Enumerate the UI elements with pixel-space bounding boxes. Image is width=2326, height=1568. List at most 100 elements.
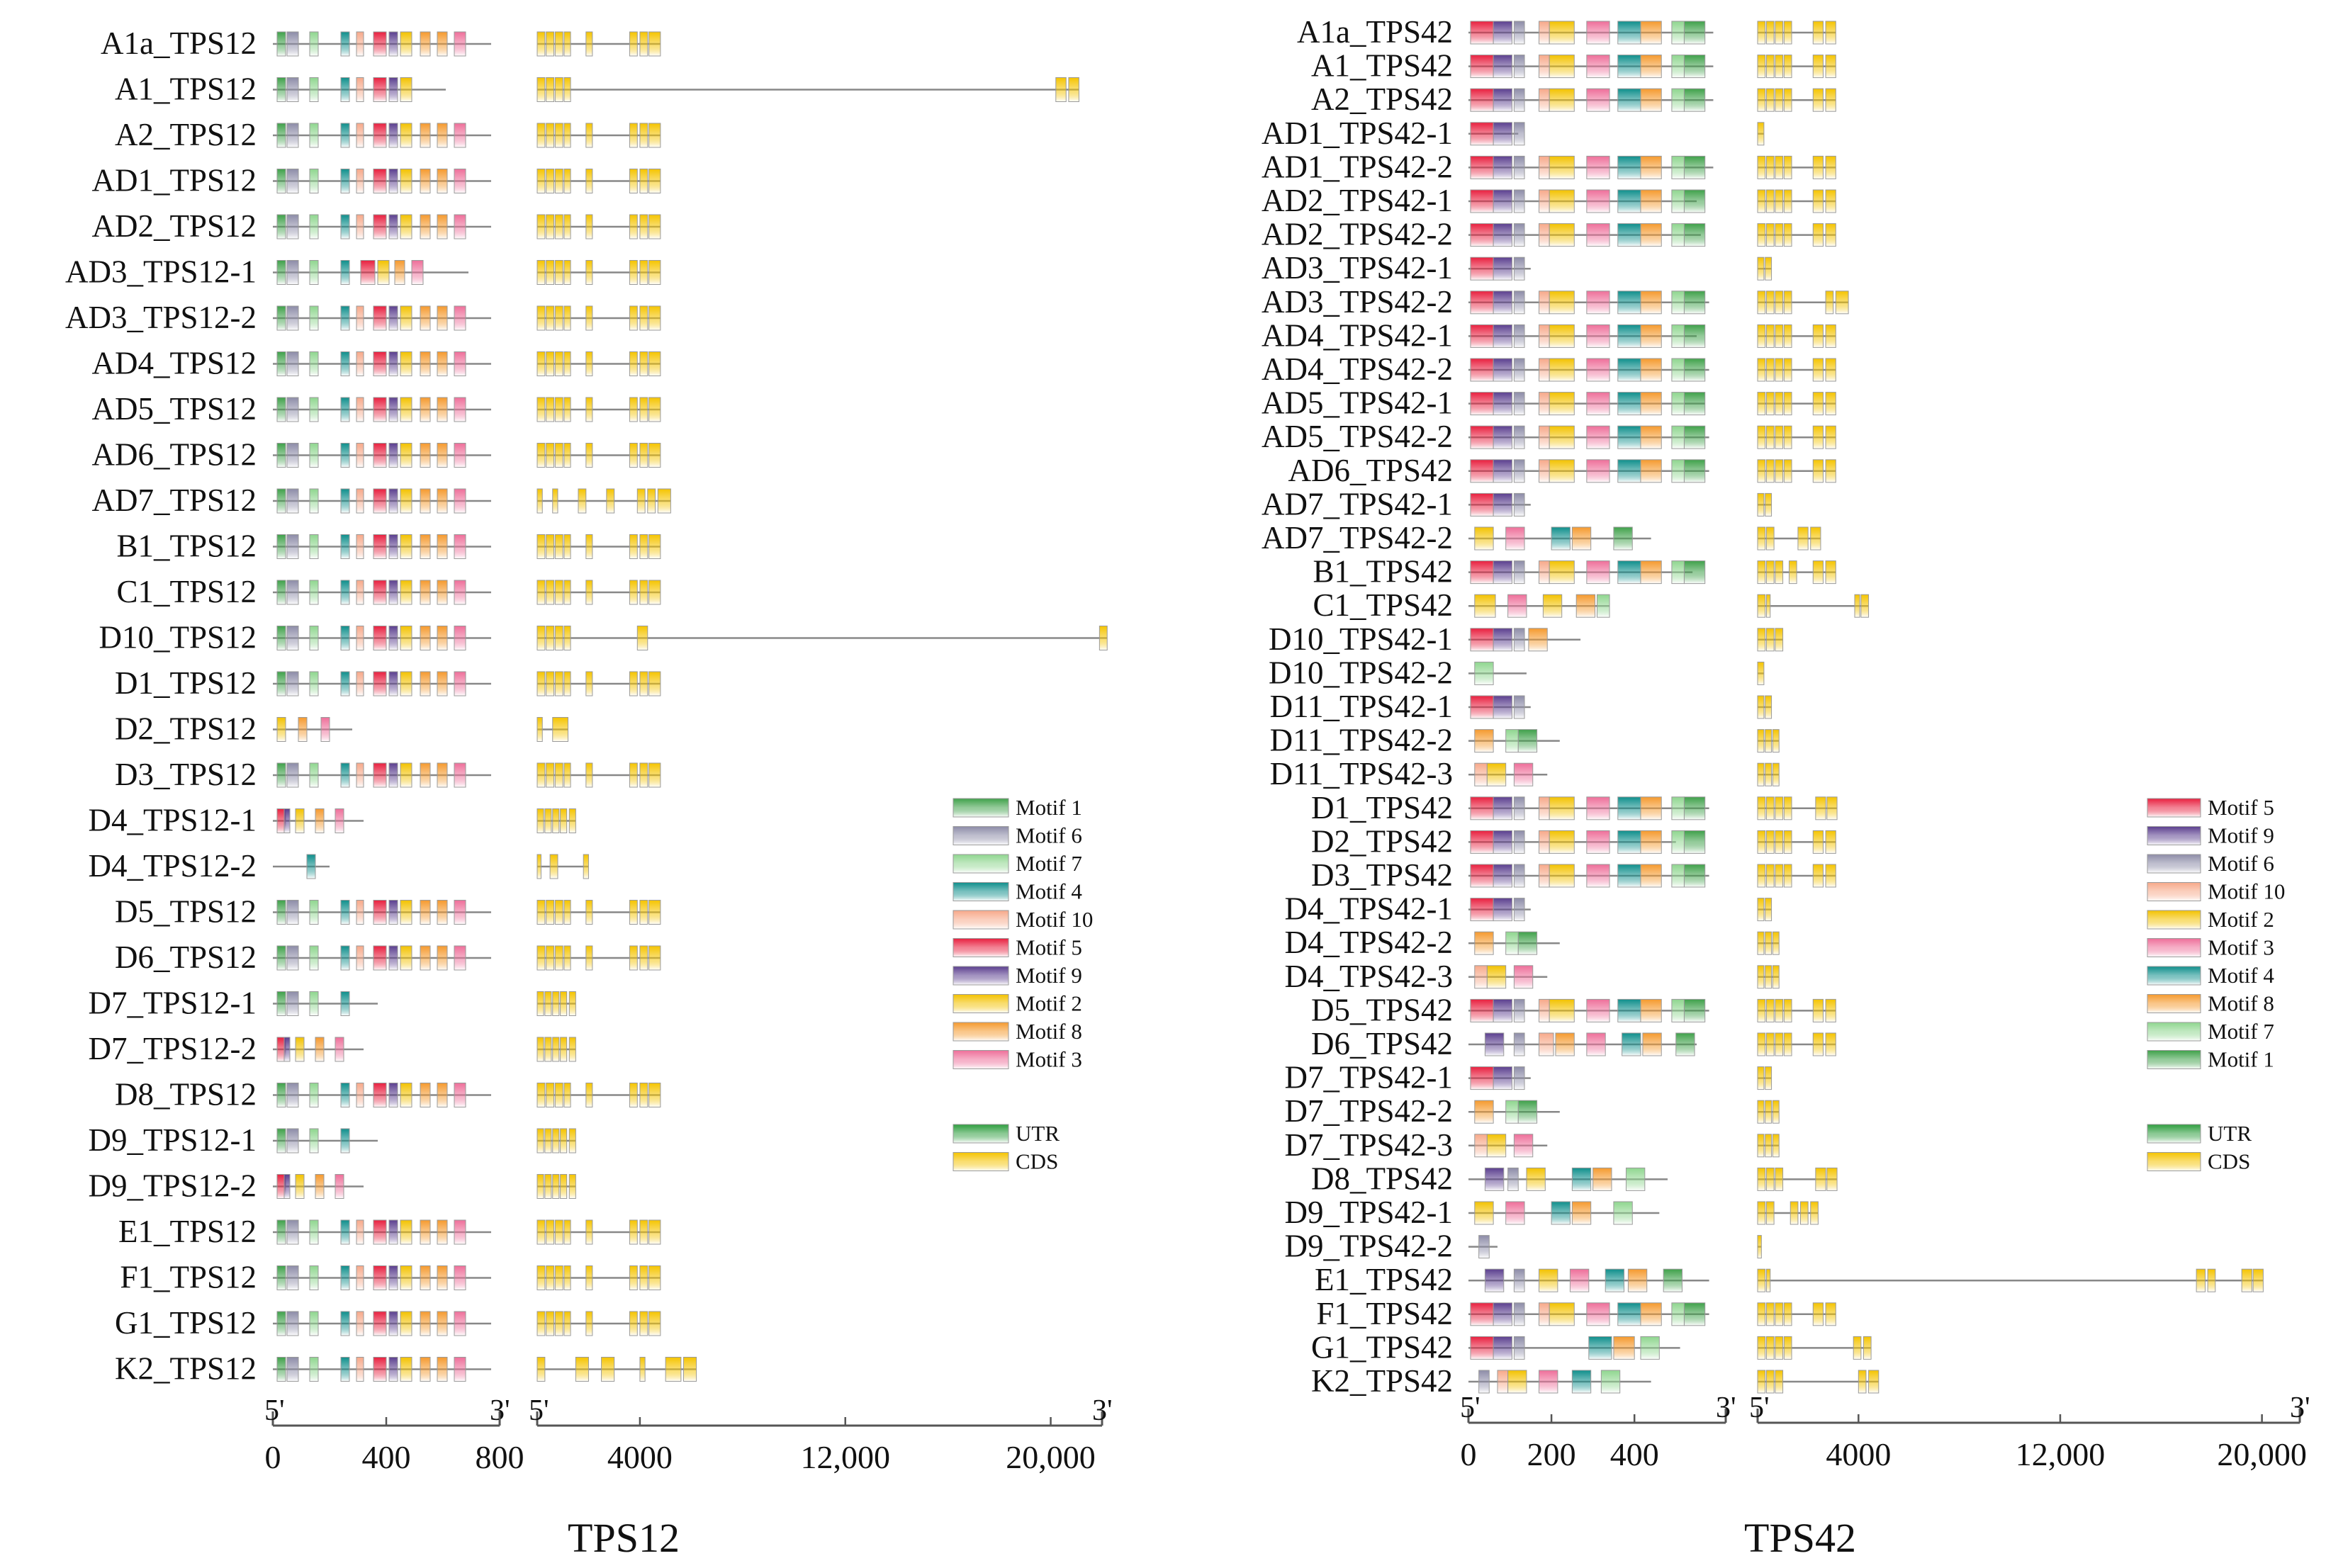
motif-box-motif-4 — [340, 1357, 350, 1382]
motif-box-motif-1 — [276, 169, 286, 193]
cds-exon — [536, 900, 546, 925]
motif-box-motif-4 — [340, 488, 350, 514]
cds-exon — [639, 169, 648, 193]
cds-exon — [585, 762, 593, 788]
cds-exon — [1854, 594, 1860, 618]
row-ad1-tps42-2: AD1_TPS42-2 — [1262, 149, 1836, 184]
gene-label: D4_TPS42-3 — [1284, 959, 1453, 994]
motif-box-motif-6 — [286, 1083, 299, 1107]
cds-exon — [536, 443, 546, 468]
cds-exon — [1775, 21, 1784, 45]
motif-box-motif-7 — [1671, 392, 1685, 416]
cds-exon — [1772, 965, 1780, 989]
motif-box-motif-10 — [356, 214, 364, 239]
cds-exon — [1783, 1336, 1792, 1360]
legend-label: Motif 7 — [2208, 1019, 2274, 1044]
gene-label: D4_TPS12-1 — [88, 803, 257, 838]
cds-exon — [1868, 1370, 1880, 1394]
cds-exon — [560, 808, 568, 833]
legend-label: Motif 7 — [1016, 851, 1082, 876]
cds-exon — [563, 260, 571, 285]
row-d8-tps12: D8_TPS12 — [115, 1077, 661, 1112]
gene-label: G1_TPS12 — [115, 1305, 257, 1341]
cds-exon — [1765, 459, 1775, 483]
motif-box-motif-2 — [400, 123, 412, 148]
motif-box-motif-2 — [400, 351, 412, 376]
motif-box-motif-9 — [388, 945, 398, 971]
cds-exon — [648, 305, 661, 331]
cds-exon — [560, 991, 568, 1016]
gene-label: AD7_TPS12 — [91, 483, 257, 518]
motif-box-motif-4 — [1617, 324, 1641, 348]
motif-box-motif-3 — [454, 1265, 466, 1290]
motif-box-motif-5 — [1470, 998, 1494, 1022]
motif-box-motif-3 — [1513, 762, 1534, 786]
row-a1-tps12: A1_TPS12 — [115, 72, 1079, 107]
cds-exon — [554, 351, 563, 376]
gene-label: AD1_TPS42-1 — [1262, 115, 1453, 151]
structure-legend: UTR CDS — [2147, 1121, 2252, 1174]
cds-exon — [536, 260, 546, 285]
motif-box-motif-2 — [1549, 358, 1575, 382]
cds-exon — [585, 1083, 593, 1107]
motif-box-motif-7 — [309, 1128, 319, 1154]
motif-box-motif-5 — [373, 900, 387, 925]
cds-exon — [1765, 1268, 1771, 1292]
motif-box-motif-6 — [286, 214, 299, 239]
cds-exon — [648, 214, 661, 239]
legend-swatch-motif-4 — [2147, 966, 2201, 986]
motif-box-motif-8 — [315, 1037, 325, 1062]
row-ad6-tps12: AD6_TPS12 — [91, 437, 661, 473]
motif-box-motif-8 — [437, 305, 448, 331]
motif-box-motif-8 — [1613, 1336, 1635, 1360]
cds-exon — [1825, 223, 1836, 247]
legend-swatch-motif-2 — [953, 994, 1009, 1013]
motif-box-motif-8 — [1640, 155, 1662, 179]
motif-box-motif-3 — [454, 900, 466, 925]
motif-box-motif-1 — [276, 900, 286, 925]
cds-exon — [1765, 594, 1771, 618]
row-ad1-tps42-1: AD1_TPS42-1 — [1262, 115, 1765, 151]
cds-exon — [629, 534, 638, 559]
cds-exon — [563, 1265, 571, 1290]
motif-box-motif-6 — [286, 991, 299, 1016]
cds-exon — [563, 123, 571, 148]
motif-box-motif-6 — [286, 1265, 299, 1290]
cds-exon — [554, 534, 563, 559]
cds-exon — [585, 169, 593, 193]
motif-box-motif-3 — [1586, 189, 1610, 213]
motif-box-motif-4 — [1622, 1032, 1641, 1056]
row-d7-tps42-3: D7_TPS42-3 — [1284, 1127, 1780, 1163]
motif-box-motif-2 — [1549, 796, 1575, 820]
cds-exon — [1825, 392, 1836, 416]
motif-box-motif-1 — [276, 31, 286, 57]
cds-exon — [563, 77, 571, 102]
motif-box-motif-8 — [1640, 864, 1662, 888]
motif-box-motif-1 — [276, 1357, 286, 1382]
legend-swatch-motif-10 — [953, 910, 1009, 930]
cds-exon — [546, 31, 555, 57]
motif-box-motif-4 — [1617, 392, 1641, 416]
motif-box-motif-1 — [276, 945, 286, 971]
cds-exon — [1757, 1235, 1762, 1259]
motif-box-motif-4 — [1617, 358, 1641, 382]
motif-box-motif-9 — [1493, 628, 1512, 652]
row-a1a-tps12: A1a_TPS12 — [101, 26, 661, 61]
motif-box-motif-9 — [388, 1311, 398, 1336]
motif-box-motif-6 — [1513, 628, 1525, 652]
motif-box-motif-10 — [356, 31, 364, 57]
motif-box-motif-5 — [373, 580, 387, 605]
gene-label: D3_TPS12 — [115, 757, 257, 792]
cds-exon — [560, 1128, 568, 1154]
motif-box-motif-8 — [437, 945, 448, 971]
motif-box-motif-5 — [373, 671, 387, 696]
motif-box-motif-3 — [1586, 392, 1610, 416]
motif-box-motif-8 — [1575, 594, 1596, 618]
cds-exon — [1757, 358, 1766, 382]
cds-exon — [1757, 1134, 1765, 1158]
cds-exon — [639, 1219, 648, 1245]
cds-exon — [1055, 77, 1067, 102]
row-a2-tps42: A2_TPS42 — [1311, 81, 1836, 117]
cds-exon — [544, 808, 552, 833]
cds-exon — [1775, 324, 1784, 348]
